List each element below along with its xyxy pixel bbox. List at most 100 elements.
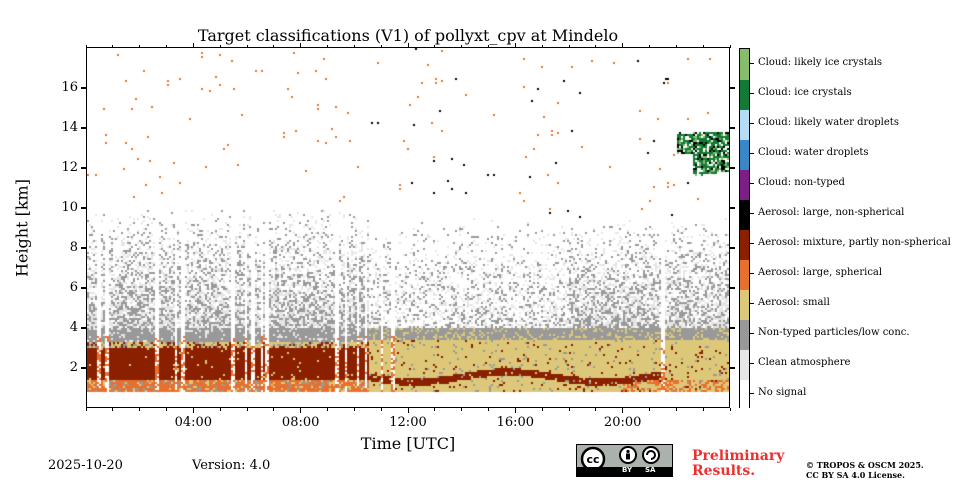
x-tick-mark — [434, 408, 436, 411]
copyright-line-2: CC BY SA 4.0 License. — [806, 470, 905, 480]
x-tick-mark — [461, 408, 463, 411]
x-tick-mark-top — [595, 45, 597, 48]
x-tick-mark-top — [622, 43, 624, 48]
y-tick-mark-right — [730, 247, 735, 249]
x-tick-mark — [300, 408, 302, 413]
colorbar-label: Cloud: non-typed — [758, 177, 845, 188]
colorbar-swatch — [740, 169, 749, 200]
colorbar-tick — [750, 273, 754, 274]
x-tick-mark — [675, 408, 677, 411]
x-tick-mark — [488, 408, 489, 411]
y-tick-label: 16 — [61, 80, 78, 95]
colorbar-swatch — [740, 319, 749, 350]
colorbar-tick — [750, 303, 754, 304]
colorbar-tick — [750, 243, 754, 244]
preliminary-notice: Preliminary Results. — [692, 449, 784, 479]
y-tick-label: 8 — [69, 240, 78, 255]
colorbar-swatch — [740, 109, 749, 140]
x-tick-mark — [246, 408, 248, 411]
y-tick-mark-right — [730, 327, 735, 329]
y-tick-mark — [81, 207, 86, 209]
y-tick-mark-right — [730, 287, 735, 289]
colorbar-tick — [750, 153, 754, 154]
x-tick-mark-top — [461, 45, 463, 48]
x-tick-mark — [327, 408, 328, 411]
colorbar-tick — [750, 363, 754, 364]
colorbar-swatch — [740, 139, 749, 170]
y-tick-mark-right — [730, 367, 735, 369]
x-tick-mark — [514, 408, 516, 413]
colorbar-tick — [750, 183, 754, 184]
x-tick-mark-top — [327, 45, 328, 48]
x-axis-label: Time [UTC] — [360, 434, 456, 453]
y-tick-mark-right — [730, 127, 735, 129]
x-tick-mark-top — [85, 45, 87, 48]
x-tick-mark-top — [139, 45, 141, 48]
y-tick-mark — [81, 367, 86, 369]
y-axis-label: Height [km] — [12, 179, 32, 277]
x-tick-mark-top — [273, 45, 275, 48]
colorbar-tick — [750, 63, 754, 64]
x-tick-label: 08:00 — [281, 415, 320, 430]
classification-heatmap — [87, 48, 729, 407]
colorbar-tick — [750, 333, 754, 334]
cc-license-badge[interactable]: cc BY SA — [576, 444, 673, 477]
colorbar-tick — [750, 213, 754, 214]
cc-icon: cc — [580, 446, 660, 472]
plot-area — [86, 47, 730, 408]
x-tick-mark-top — [219, 45, 221, 48]
y-tick-mark-right — [730, 167, 735, 169]
colorbar-swatch — [740, 259, 749, 290]
x-tick-mark — [273, 408, 275, 411]
x-tick-mark — [353, 408, 355, 411]
x-tick-mark — [219, 408, 221, 411]
y-tick-mark — [81, 127, 86, 129]
x-tick-mark — [729, 408, 731, 411]
chart-title: Target classifications (V1) of pollyxt_c… — [197, 26, 619, 45]
x-tick-mark-top — [568, 45, 570, 48]
colorbar-tick — [750, 393, 754, 394]
colorbar-swatch — [740, 379, 749, 410]
x-tick-mark — [595, 408, 597, 411]
x-tick-mark-top — [541, 45, 543, 48]
colorbar-label: Cloud: ice crystals — [758, 87, 852, 98]
x-tick-mark — [541, 408, 543, 411]
colorbar-label: Cloud: water droplets — [758, 147, 869, 158]
x-tick-mark — [622, 408, 624, 413]
x-tick-mark-top — [514, 43, 516, 48]
x-tick-mark — [568, 408, 570, 411]
x-tick-mark-top — [166, 45, 167, 48]
colorbar-label: Non-typed particles/low conc. — [758, 327, 910, 338]
x-tick-mark-top — [380, 45, 382, 48]
x-tick-mark-top — [407, 43, 409, 48]
x-tick-label: 16:00 — [496, 415, 535, 430]
preliminary-line-2: Results. — [692, 463, 756, 479]
x-tick-mark — [112, 408, 114, 411]
y-tick-mark-right — [730, 207, 735, 209]
colorbar-label: Aerosol: large, spherical — [758, 267, 883, 278]
y-tick-label: 2 — [69, 360, 78, 375]
colorbar-label: Aerosol: large, non-spherical — [758, 207, 905, 218]
colorbar-swatch — [740, 79, 749, 110]
svg-text:cc: cc — [586, 453, 599, 466]
x-tick-mark-top — [649, 45, 650, 48]
colorbar-label: Aerosol: small — [758, 297, 830, 308]
x-tick-mark-top — [675, 45, 677, 48]
colorbar-tick — [750, 93, 754, 94]
x-tick-mark — [139, 408, 141, 411]
x-tick-mark-top — [192, 43, 194, 48]
colorbar-label: Cloud: likely water droplets — [758, 117, 899, 128]
x-tick-label: 20:00 — [603, 415, 642, 430]
y-tick-label: 12 — [61, 160, 78, 175]
y-tick-mark-right — [730, 87, 735, 89]
colorbar-label: No signal — [758, 387, 807, 398]
y-tick-label: 4 — [69, 320, 78, 335]
x-tick-mark — [649, 408, 650, 411]
y-tick-label: 6 — [69, 280, 78, 295]
x-tick-mark-top — [434, 45, 436, 48]
x-tick-mark-top — [353, 45, 355, 48]
x-tick-mark — [166, 408, 167, 411]
x-tick-label: 12:00 — [389, 415, 427, 430]
y-tick-mark — [81, 247, 86, 249]
x-tick-mark — [407, 408, 409, 413]
